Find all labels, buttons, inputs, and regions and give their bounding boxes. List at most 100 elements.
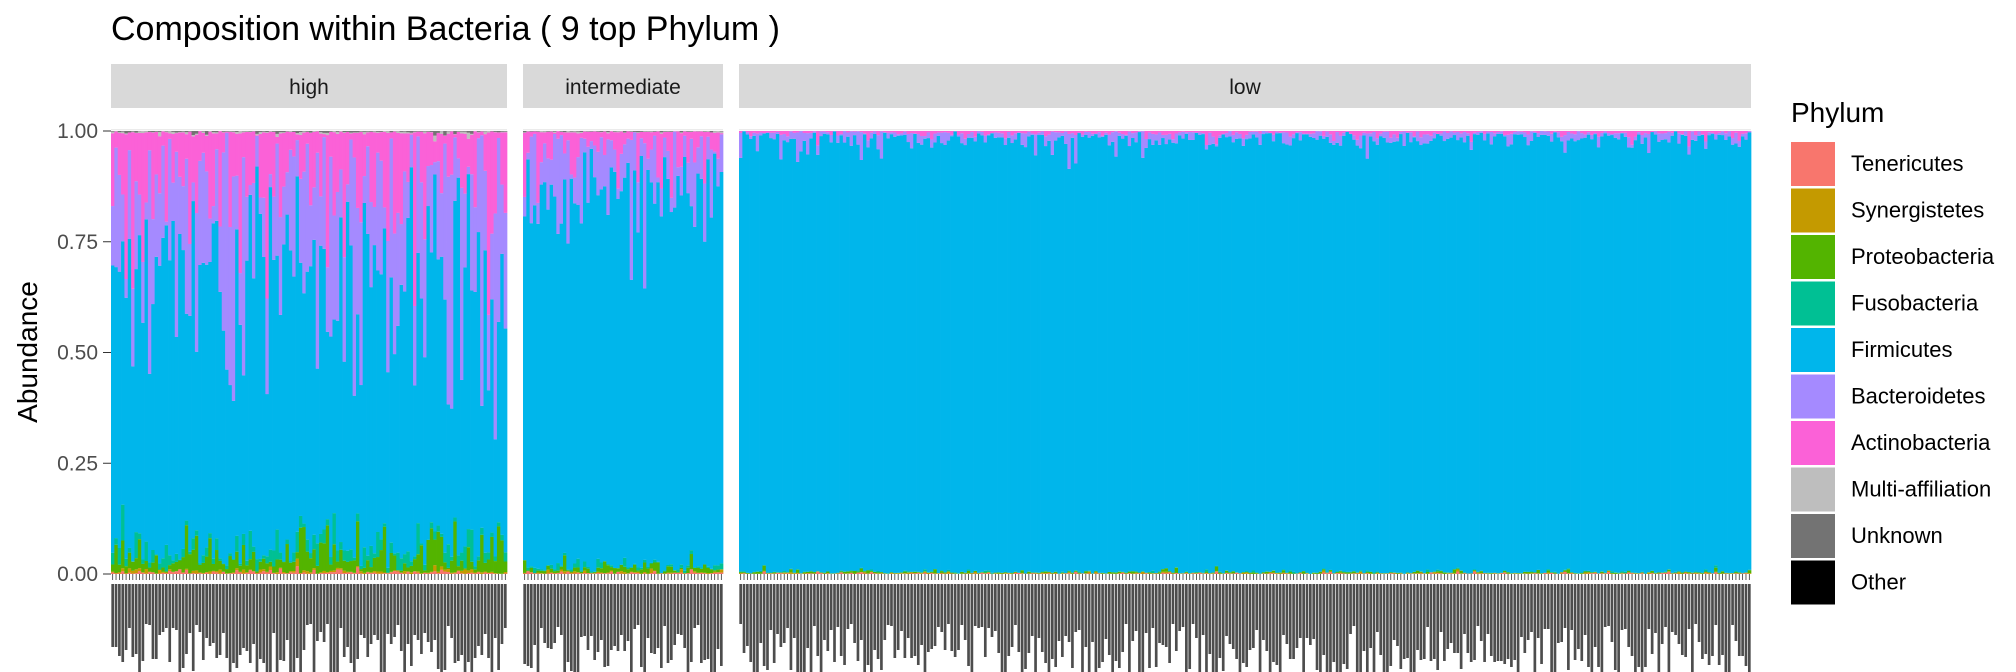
bar-segment-proteobacteria <box>1389 572 1393 574</box>
bar-segment-bacteroidetes <box>248 185 253 195</box>
bar-segment-fusobacteria <box>556 563 561 571</box>
bar-segment-actinobacteria <box>1295 131 1299 133</box>
bar-segment-proteobacteria <box>265 563 270 572</box>
bar-segment-actinobacteria <box>1392 131 1397 135</box>
bar-segment-fusobacteria <box>856 570 860 572</box>
bar-segment-firmicutes <box>812 132 817 572</box>
bar-segment-synergistetes <box>1338 572 1343 574</box>
bar-segment-fusobacteria <box>599 562 604 569</box>
bar-segment-bacteroidetes <box>583 138 587 153</box>
bar-segment-firmicutes <box>1251 134 1256 571</box>
bar-segment-actinobacteria <box>693 131 697 163</box>
bar-segment-fusobacteria <box>946 569 951 572</box>
bar-segment-firmicutes <box>1027 136 1031 572</box>
bar-segment-firmicutes <box>1704 148 1708 570</box>
bar-segment-synergistetes <box>1606 570 1611 573</box>
bar-segment-bacteroidetes <box>866 140 871 148</box>
bar-segment-tenericutes <box>849 572 854 574</box>
bar-segment-synergistetes <box>262 569 266 572</box>
bar-segment-fusobacteria <box>111 552 115 565</box>
bar-segment-actinobacteria <box>208 131 213 219</box>
bar-segment-synergistetes <box>198 572 202 574</box>
bar-segment-fusobacteria <box>1714 565 1718 568</box>
bar-segment-firmicutes <box>1650 132 1655 571</box>
bar-segment-bacteroidetes <box>349 139 353 246</box>
bar-segment-proteobacteria <box>134 558 139 570</box>
bar-segment-bacteroidetes <box>1295 132 1299 134</box>
bar-segment-actinobacteria <box>956 131 961 135</box>
bar-segment-actinobacteria <box>298 134 303 179</box>
bar-segment-tenericutes <box>147 572 152 574</box>
bar-segment-firmicutes <box>302 293 306 524</box>
bar-segment-firmicutes <box>1053 140 1058 572</box>
bar-segment-fusobacteria <box>476 556 481 561</box>
bar-segment-bacteroidetes <box>339 169 343 218</box>
bar-segment-fusobacteria <box>463 546 468 569</box>
bar-segment-actinobacteria <box>569 132 574 175</box>
bar-segment-synergistetes <box>606 572 611 574</box>
bar-segment-proteobacteria <box>1700 573 1705 574</box>
bar-segment-bacteroidetes <box>332 215 337 320</box>
bar-segment-actinobacteria <box>1188 131 1192 133</box>
bar-segment-firmicutes <box>1000 137 1005 573</box>
bar-segment-multi-affiliation <box>144 131 149 133</box>
bar-segment-synergistetes <box>191 570 196 574</box>
bar-segment-firmicutes <box>1657 141 1661 573</box>
bar-segment-proteobacteria <box>1074 570 1078 572</box>
bar-segment-firmicutes <box>1526 145 1531 572</box>
bar-segment-tenericutes <box>141 572 145 574</box>
bar-segment-proteobacteria <box>1600 571 1604 574</box>
bar-segment-synergistetes <box>298 573 303 574</box>
bar-segment-tenericutes <box>134 573 139 574</box>
bar-segment-proteobacteria <box>191 549 196 571</box>
bar-segment-firmicutes <box>699 178 704 568</box>
bar-segment-bacteroidetes <box>523 196 527 217</box>
bar-segment-fusobacteria <box>666 565 671 567</box>
bar-segment-bacteroidetes <box>429 165 434 253</box>
bar-segment-fusobacteria <box>215 538 219 551</box>
bar-segment-actinobacteria <box>1439 131 1444 134</box>
bar-segment-fusobacteria <box>1375 571 1380 573</box>
bar-segment-proteobacteria <box>842 571 847 574</box>
bar-segment-bacteroidetes <box>416 136 421 253</box>
bar-segment-actinobacteria <box>1446 131 1450 134</box>
bar-segment-proteobacteria <box>419 545 424 574</box>
bar-segment-bacteroidetes <box>184 158 189 314</box>
bar-segment-synergistetes <box>596 571 601 574</box>
bar-segment-bacteroidetes <box>1687 146 1692 155</box>
bar-segment-unknown <box>563 131 567 133</box>
y-tick-label: 0.25 <box>57 452 98 475</box>
bar-segment-firmicutes <box>1623 136 1628 572</box>
bar-segment-bacteroidetes <box>1627 137 1631 148</box>
bar-segment-firmicutes <box>1476 134 1480 572</box>
bar-segment-unknown <box>379 131 384 132</box>
bar-segment-bacteroidetes <box>1281 132 1286 144</box>
bar-segment-firmicutes <box>1335 142 1340 572</box>
bar-segment-bacteroidetes <box>1717 132 1722 135</box>
bar-segment-proteobacteria <box>1020 570 1025 574</box>
bar-segment-actinobacteria <box>1268 131 1273 133</box>
bar-segment-unknown <box>416 131 421 132</box>
bar-segment-fusobacteria <box>876 571 881 573</box>
bar-segment-multi-affiliation <box>248 131 253 133</box>
bar-segment-tenericutes <box>1462 573 1467 574</box>
bar-segment-unknown <box>569 131 574 132</box>
bar-segment-synergistetes <box>295 558 300 567</box>
legend-label: Bacteroidetes <box>1851 384 1986 409</box>
bar-segment-actinobacteria <box>1214 131 1219 145</box>
bar-segment-bacteroidetes <box>1087 132 1092 138</box>
bar-segment-bacteroidetes <box>1265 131 1269 134</box>
bar-segment-actinobacteria <box>151 132 155 220</box>
bar-segment-proteobacteria <box>225 569 229 574</box>
bar-segment-proteobacteria <box>298 527 303 574</box>
bar-segment-actinobacteria <box>1432 131 1437 133</box>
bar-segment-fusobacteria <box>1077 571 1082 573</box>
bar-segment-actinobacteria <box>1395 131 1400 138</box>
bar-segment-firmicutes <box>1389 142 1393 573</box>
bar-segment-actinobacteria <box>1248 131 1253 132</box>
bar-segment-unknown <box>613 131 617 132</box>
bar-segment-unknown <box>275 131 280 134</box>
bar-segment-firmicutes <box>599 189 604 563</box>
bar-segment-tenericutes <box>940 573 944 574</box>
bar-segment-bacteroidetes <box>826 132 830 135</box>
